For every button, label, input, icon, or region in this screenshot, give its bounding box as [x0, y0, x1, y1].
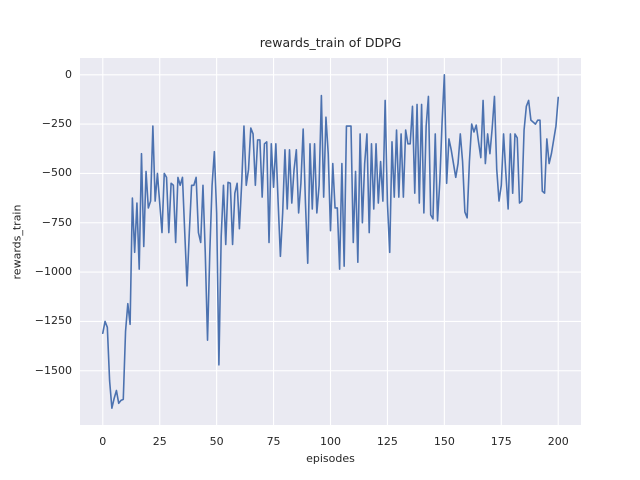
chart-title: rewards_train of DDPG: [259, 35, 402, 50]
series-line: [101, 73, 560, 410]
x-tick-label: 0: [99, 435, 107, 448]
y-tick-label: −1250: [34, 314, 72, 328]
y-tick-label: −1500: [34, 363, 72, 377]
x-tick-label: 150: [433, 435, 455, 448]
x-tick-label: 50: [209, 435, 224, 448]
y-tick-label: −1000: [34, 265, 72, 279]
x-axis-label: episodes: [306, 452, 355, 465]
x-tick-label: 75: [266, 435, 281, 448]
x-tick-label: 200: [547, 435, 569, 448]
x-tick-label: 100: [320, 435, 341, 448]
x-tick-label: 125: [376, 435, 398, 448]
y-tick-label: −500: [41, 166, 72, 180]
x-tick-label: 25: [152, 435, 167, 448]
y-tick-label: 0: [65, 67, 72, 81]
y-tick-label: −750: [41, 215, 72, 229]
x-tick-label: 175: [490, 435, 512, 448]
y-tick-label: −250: [41, 117, 72, 131]
